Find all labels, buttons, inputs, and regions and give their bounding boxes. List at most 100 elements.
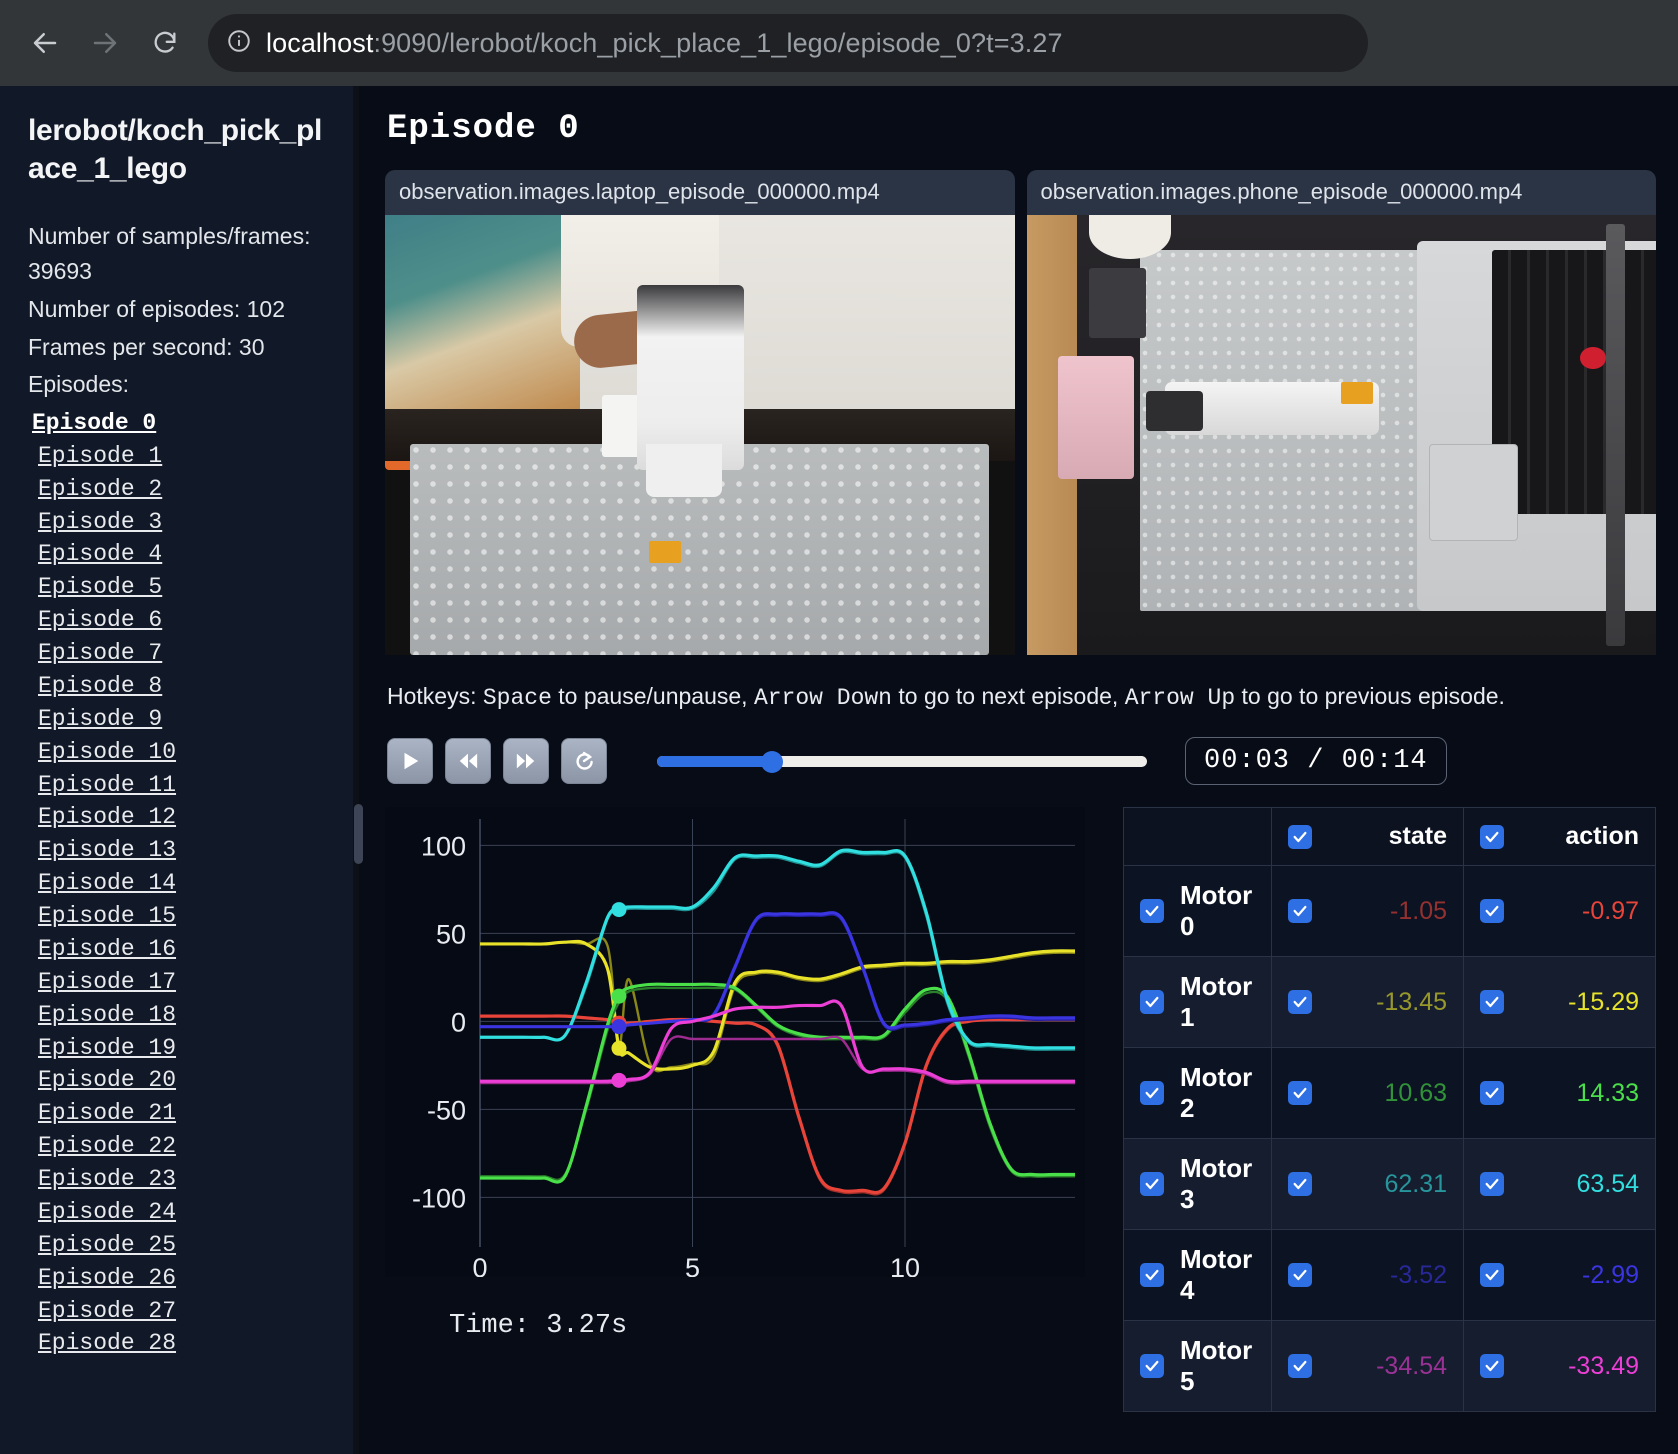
- sidebar-item-episode-14[interactable]: Episode 14: [38, 870, 177, 897]
- phone-camera-image: [1026, 215, 1656, 655]
- svg-text:0: 0: [451, 1007, 466, 1037]
- rewind-button[interactable]: [445, 738, 491, 784]
- action-cell-checkbox[interactable]: [1480, 1354, 1504, 1378]
- sidebar-item-episode-9[interactable]: Episode 9: [38, 705, 163, 732]
- sidebar-item-episode-12[interactable]: Episode 12: [38, 804, 177, 831]
- video-grid: observation.images.laptop_episode_000000…: [385, 170, 1656, 655]
- seek-track[interactable]: [657, 756, 1147, 767]
- table-row[interactable]: Motor 4 -3.52 -2.99: [1123, 1229, 1656, 1321]
- meta-samples: Number of samples/frames: 39693: [28, 222, 311, 285]
- sidebar-item-episode-19[interactable]: Episode 19: [38, 1034, 177, 1061]
- sidebar-item-episode-26[interactable]: Episode 26: [38, 1264, 177, 1291]
- state-cell: -13.45: [1271, 956, 1464, 1048]
- state-cell-checkbox[interactable]: [1288, 1354, 1312, 1378]
- motor-table-head: state action: [1123, 807, 1656, 866]
- seek-thumb[interactable]: [760, 751, 783, 773]
- action-cell-checkbox[interactable]: [1480, 1172, 1504, 1196]
- sidebar-item-episode-23[interactable]: Episode 23: [38, 1166, 177, 1193]
- motor-name: Motor 3: [1180, 1153, 1253, 1214]
- meta-fps: Frames per second: 30: [28, 333, 265, 360]
- back-arrow-icon[interactable]: [18, 16, 72, 70]
- motor-row-checkbox[interactable]: [1140, 899, 1164, 923]
- state-cell: -3.52: [1271, 1229, 1464, 1321]
- sidebar-item-episode-7[interactable]: Episode 7: [38, 640, 163, 667]
- sidebar-item-episode-22[interactable]: Episode 22: [38, 1133, 177, 1160]
- reload-icon[interactable]: [138, 16, 192, 70]
- motor-name: Motor 1: [1180, 971, 1253, 1032]
- motor-row-checkbox[interactable]: [1140, 1354, 1164, 1378]
- sidebar-item-episode-6[interactable]: Episode 6: [38, 607, 163, 634]
- loop-button[interactable]: [561, 738, 607, 784]
- motor-row-checkbox[interactable]: [1140, 1081, 1164, 1105]
- chart-column: -100 -50 0 50 100 0 5 10 Time: 3.27s: [385, 807, 1115, 1412]
- sidebar-item-episode-2[interactable]: Episode 2: [38, 475, 163, 502]
- sidebar-item-episode-8[interactable]: Episode 8: [38, 672, 163, 699]
- sidebar-item-episode-17[interactable]: Episode 17: [38, 968, 177, 995]
- state-cell-checkbox[interactable]: [1288, 899, 1312, 923]
- sidebar-item-episode-0[interactable]: Episode 0: [32, 409, 157, 436]
- sidebar-item-episode-21[interactable]: Episode 21: [38, 1100, 177, 1127]
- sidebar-item-episode-16[interactable]: Episode 16: [38, 935, 177, 962]
- url-text: localhost:9090/lerobot/koch_pick_place_1…: [266, 28, 1063, 59]
- motor-table-column: state action: [1115, 807, 1656, 1412]
- seek-progress: [657, 756, 772, 767]
- sidebar-item-episode-15[interactable]: Episode 15: [38, 903, 177, 930]
- sidebar-item-episode-25[interactable]: Episode 25: [38, 1231, 177, 1258]
- seek-slider[interactable]: [657, 751, 1147, 773]
- action-column-checkbox[interactable]: [1480, 824, 1504, 849]
- table-row[interactable]: Motor 0 -1.05 -0.97: [1123, 865, 1656, 957]
- action-value: -2.99: [1582, 1260, 1639, 1289]
- header-action: action: [1463, 807, 1656, 866]
- sidebar-item-episode-5[interactable]: Episode 5: [38, 574, 163, 601]
- info-circle-icon[interactable]: [226, 28, 252, 59]
- video-phone: observation.images.phone_episode_000000.…: [1026, 170, 1656, 655]
- motor-row-checkbox[interactable]: [1140, 1172, 1164, 1196]
- state-cell-checkbox[interactable]: [1288, 1263, 1312, 1287]
- fast-forward-button[interactable]: [503, 738, 549, 784]
- motor-row-checkbox[interactable]: [1140, 1263, 1164, 1287]
- forward-arrow-icon[interactable]: [78, 16, 132, 70]
- action-cell-checkbox[interactable]: [1480, 1081, 1504, 1105]
- sidebar-item-episode-13[interactable]: Episode 13: [38, 837, 177, 864]
- action-cell: 63.54: [1463, 1138, 1656, 1230]
- action-cell-checkbox[interactable]: [1480, 990, 1504, 1014]
- hotkey-space: Space: [482, 685, 552, 711]
- sidebar-item-episode-10[interactable]: Episode 10: [38, 738, 177, 765]
- play-button[interactable]: [387, 738, 433, 784]
- hotkeys-help: Hotkeys: Space to pause/unpause, Arrow D…: [387, 683, 1656, 711]
- state-cell-checkbox[interactable]: [1288, 990, 1312, 1014]
- sidebar-item-episode-24[interactable]: Episode 24: [38, 1198, 177, 1225]
- action-cell-checkbox[interactable]: [1480, 1263, 1504, 1287]
- motor-row-checkbox[interactable]: [1140, 990, 1164, 1014]
- sidebar-item-episode-4[interactable]: Episode 4: [38, 541, 163, 568]
- table-row[interactable]: Motor 1 -13.45 -15.29: [1123, 956, 1656, 1048]
- action-value: -15.29: [1568, 987, 1639, 1016]
- state-value: 10.63: [1384, 1078, 1447, 1107]
- state-column-checkbox[interactable]: [1288, 824, 1312, 849]
- sidebar-item-episode-3[interactable]: Episode 3: [38, 508, 163, 535]
- video-phone-frame[interactable]: [1026, 215, 1656, 655]
- table-row[interactable]: Motor 3 62.31 63.54: [1123, 1138, 1656, 1230]
- dataset-title: lerobot/koch_pick_place_1_lego: [28, 114, 323, 186]
- sidebar-item-episode-20[interactable]: Episode 20: [38, 1067, 177, 1094]
- video-laptop-frame[interactable]: [385, 215, 1015, 655]
- action-value: 63.54: [1576, 1169, 1639, 1198]
- sidebar-item-episode-18[interactable]: Episode 18: [38, 1001, 177, 1028]
- table-row[interactable]: Motor 2 10.63 14.33: [1123, 1047, 1656, 1139]
- address-bar[interactable]: localhost:9090/lerobot/koch_pick_place_1…: [208, 14, 1368, 72]
- sidebar-item-episode-27[interactable]: Episode 27: [38, 1297, 177, 1324]
- motor-table: state action: [1123, 807, 1656, 1412]
- state-cell-checkbox[interactable]: [1288, 1081, 1312, 1105]
- table-row[interactable]: Motor 5 -34.54 -33.49: [1123, 1320, 1656, 1412]
- sidebar-item-episode-11[interactable]: Episode 11: [38, 771, 177, 798]
- state-cell-checkbox[interactable]: [1288, 1172, 1312, 1196]
- sidebar-item-episode-1[interactable]: Episode 1: [38, 442, 163, 469]
- current-time-label: Time: 3.27s: [449, 1311, 628, 1341]
- sidebar-item-episode-28[interactable]: Episode 28: [38, 1330, 177, 1357]
- motor-timeseries-chart[interactable]: -100 -50 0 50 100 0 5 10: [385, 807, 1085, 1277]
- action-cell-checkbox[interactable]: [1480, 899, 1504, 923]
- state-cell: 62.31: [1271, 1138, 1464, 1230]
- resize-handle[interactable]: [354, 804, 363, 864]
- motor-label-cell: Motor 4: [1123, 1229, 1272, 1321]
- meta-episodes-label: Episodes:: [28, 371, 130, 398]
